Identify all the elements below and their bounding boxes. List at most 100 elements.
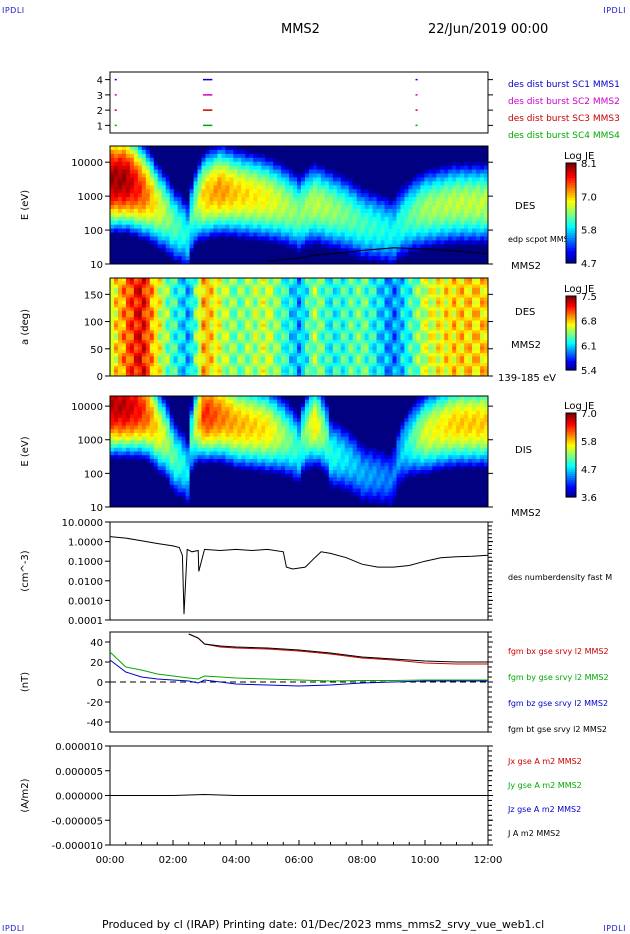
des-energy-cell — [376, 153, 381, 159]
des-energy-cell — [384, 236, 389, 241]
des-pitch-cell — [340, 336, 346, 341]
des-energy-cell — [153, 201, 159, 206]
des-energy-cell — [476, 173, 481, 178]
des-energy-cell — [261, 185, 266, 190]
des-energy-cell — [448, 177, 453, 182]
des-energy-cell — [293, 244, 298, 249]
des-energy-cell — [145, 220, 151, 226]
des-energy-cell — [480, 193, 485, 198]
des-energy-cell — [269, 153, 274, 159]
des-energy-cell — [440, 173, 445, 178]
des-energy-cell — [289, 240, 294, 245]
des-pitch-cell — [113, 366, 119, 370]
des-energy-cell — [408, 177, 413, 182]
des-pitch-cell — [320, 349, 326, 354]
des-pitch-cell — [285, 320, 290, 325]
des-energy-cell — [110, 173, 115, 178]
des-pitch-cell — [153, 294, 159, 298]
des-energy-cell — [404, 189, 409, 194]
des-pitch-cell — [293, 369, 298, 374]
des-energy-cell — [356, 173, 362, 178]
des-pitch-cell — [269, 362, 274, 367]
des-energy-cell — [392, 193, 397, 198]
des-pitch-cell — [277, 310, 282, 315]
des-energy-cell — [217, 197, 222, 202]
des-energy-cell — [137, 153, 143, 159]
des-energy-colorbar-bar-segment — [566, 183, 576, 187]
des-pitch-cell — [129, 353, 135, 357]
des-pitch-cell — [209, 297, 214, 302]
des-energy-cell — [300, 232, 306, 237]
des-pitch-cell — [316, 369, 322, 374]
des-energy-cell — [360, 232, 366, 237]
des-pitch-cell — [257, 372, 262, 377]
des-pitch-cell — [300, 317, 306, 321]
des-pitch-cell — [245, 330, 250, 334]
des-energy-cell — [352, 208, 358, 214]
des-energy-cell — [376, 177, 381, 182]
des-pitch-cell — [364, 294, 370, 298]
des-energy-cell — [253, 205, 258, 210]
des-energy-cell — [400, 232, 405, 237]
des-pitch-cell — [245, 297, 250, 302]
des-energy-cell — [388, 157, 393, 163]
des-energy-cell — [484, 252, 489, 257]
des-energy-cell — [400, 212, 405, 218]
des-pitch-cell — [133, 327, 139, 331]
des-pitch-cell — [205, 366, 210, 370]
des-energy-cell — [201, 157, 206, 163]
des-pitch-cell — [249, 330, 254, 334]
des-pitch-cell — [110, 372, 115, 377]
des-pitch-cell — [364, 356, 370, 361]
des-energy-cell — [185, 146, 190, 151]
des-pitch-cell — [121, 343, 127, 347]
des-pitch-cell — [125, 297, 131, 302]
des-pitch-cell — [289, 359, 294, 364]
des-pitch-cell — [265, 362, 270, 367]
des-pitch-cell — [125, 359, 131, 364]
des-pitch-cell — [141, 278, 147, 282]
des-energy-colorbar-bar-segment — [566, 250, 576, 254]
des-energy-cell — [304, 232, 310, 237]
des-energy-cell — [129, 165, 135, 170]
des-energy-cell — [293, 193, 298, 198]
des-energy-cell — [165, 181, 171, 186]
des-energy-cell — [328, 252, 334, 257]
des-energy-cell — [217, 248, 222, 253]
des-energy-cell — [245, 244, 250, 249]
des-energy-cell — [253, 244, 258, 249]
des-energy-cell — [249, 260, 254, 265]
des-energy-cell — [332, 201, 338, 206]
des-energy-cell — [476, 232, 481, 237]
des-energy-cell — [424, 212, 429, 218]
des-energy-cell — [165, 165, 171, 170]
des-pitch-cell — [312, 323, 318, 328]
des-pitch-cell — [316, 287, 322, 292]
des-pitch-cell — [300, 323, 306, 328]
des-energy-cell — [209, 165, 214, 170]
des-energy-cell — [476, 208, 481, 214]
des-energy-cell — [476, 224, 481, 229]
des-pitch-cell — [237, 317, 242, 321]
des-energy-cell — [261, 161, 266, 167]
des-energy-cell — [110, 197, 115, 202]
des-energy-cell — [332, 208, 338, 214]
des-pitch-cell — [161, 366, 167, 370]
des-energy-cell — [233, 161, 238, 167]
des-energy-cell — [448, 220, 453, 226]
des-energy-cell — [153, 153, 159, 159]
des-energy-cell — [424, 232, 429, 237]
des-pitch-cell — [332, 353, 338, 357]
des-pitch-cell — [265, 300, 270, 305]
des-energy-cell — [185, 224, 190, 229]
des-pitch-cell — [281, 359, 286, 364]
des-pitch-cell — [157, 366, 163, 370]
des-energy-cell — [133, 205, 139, 210]
des-pitch-cell — [137, 323, 143, 328]
des-pitch-cell — [177, 300, 183, 305]
des-pitch-cell — [149, 330, 155, 334]
des-energy-cell — [380, 161, 385, 167]
des-energy-cell — [336, 173, 342, 178]
des-energy-cell — [161, 177, 167, 182]
des-energy-cell — [308, 216, 314, 222]
